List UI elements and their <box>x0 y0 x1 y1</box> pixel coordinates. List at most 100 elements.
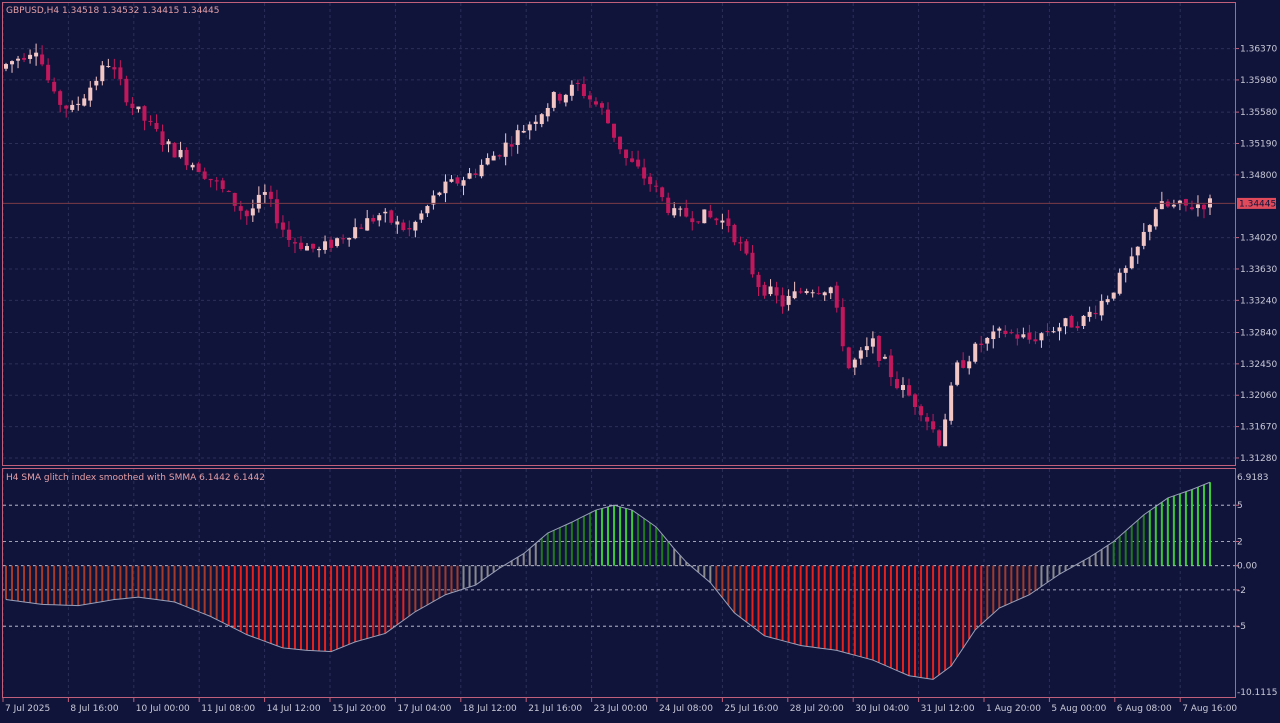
candle-body <box>527 124 532 131</box>
candle <box>732 223 737 246</box>
candle <box>1051 326 1056 334</box>
candle-body <box>64 105 69 109</box>
candle <box>636 150 641 169</box>
candle-body <box>256 194 261 209</box>
candle-body <box>1195 204 1200 209</box>
candle <box>52 77 57 94</box>
candle-body <box>10 61 15 65</box>
candle-body <box>738 242 743 244</box>
time-tick-label: 5 Aug 00:00 <box>1051 704 1106 714</box>
candle <box>744 239 749 256</box>
candle <box>1171 199 1176 209</box>
price-tick-label: 1.33240 <box>1240 296 1277 306</box>
indicator-outline <box>5 481 1211 680</box>
candle <box>973 342 978 364</box>
candle <box>756 271 761 296</box>
candle <box>94 76 99 91</box>
candle <box>461 176 466 196</box>
candle <box>533 115 538 131</box>
time-tick-label: 7 Jul 2025 <box>5 704 50 714</box>
candle <box>1021 327 1026 339</box>
candle-body <box>876 336 881 361</box>
candle-body <box>569 84 574 96</box>
candle <box>407 220 412 237</box>
indicator-tick-label: -2 <box>1237 586 1246 596</box>
candle <box>40 45 45 67</box>
candle <box>280 215 285 238</box>
candle <box>1123 265 1128 283</box>
candle <box>606 102 610 124</box>
candle-body <box>690 218 695 223</box>
candle <box>431 190 436 210</box>
candle-body <box>118 67 123 80</box>
candle-body <box>1111 292 1116 299</box>
price-tick-label: 1.36370 <box>1240 45 1277 55</box>
candle-body <box>636 159 641 167</box>
candle <box>178 141 183 159</box>
candle <box>1189 200 1194 211</box>
histogram-layer <box>5 481 1211 680</box>
candle-body <box>383 211 388 214</box>
candle-body <box>244 210 249 217</box>
candle-body <box>792 291 797 299</box>
candle-body <box>907 385 911 396</box>
candle-body <box>377 215 382 221</box>
candle <box>786 289 791 311</box>
candle-body <box>762 284 767 296</box>
candle <box>305 242 309 251</box>
time-tick-label: 1 Aug 20:00 <box>986 704 1041 714</box>
price-tick-label: 1.35980 <box>1240 76 1277 86</box>
candle-body <box>1039 333 1044 341</box>
candle <box>274 189 279 229</box>
candle <box>473 168 478 178</box>
candle <box>1009 329 1014 335</box>
candle <box>828 286 833 300</box>
candle-body <box>16 58 21 61</box>
candle <box>1099 294 1104 321</box>
candle <box>202 167 207 180</box>
candle <box>696 221 701 224</box>
indicator-max-label: 6.9183 <box>1237 473 1269 483</box>
candle-body <box>756 274 761 288</box>
time-tick-label: 30 Jul 04:00 <box>855 704 909 714</box>
candle <box>894 371 899 390</box>
candle-body <box>1129 256 1134 269</box>
candle <box>1177 199 1182 211</box>
candle-body <box>852 359 857 368</box>
candle-body <box>250 208 255 216</box>
candle <box>1075 321 1080 331</box>
candle <box>82 94 87 107</box>
candle <box>1201 203 1206 219</box>
indicator-axis: 5 2 0.00 -2 -5 <box>1235 501 1257 632</box>
candle-body <box>1081 315 1086 326</box>
price-tick-label: 1.32450 <box>1240 360 1277 370</box>
candle <box>919 404 924 422</box>
candle-body <box>347 237 352 240</box>
time-tick-label: 6 Aug 08:00 <box>1117 704 1172 714</box>
price-tick-label: 1.35580 <box>1240 108 1277 118</box>
candle-body <box>238 206 243 211</box>
candle-body <box>720 220 725 223</box>
candle <box>690 211 695 231</box>
candle <box>353 218 358 240</box>
candle-body <box>1208 198 1212 208</box>
candle <box>172 142 177 158</box>
price-tick-label: 1.31280 <box>1240 454 1277 464</box>
candle-body <box>1123 268 1128 273</box>
candle-body <box>467 173 472 179</box>
candle <box>262 184 267 204</box>
candle <box>768 279 773 297</box>
candle <box>311 243 316 253</box>
candle <box>491 151 496 161</box>
candle <box>1141 223 1146 250</box>
candle-body <box>587 95 592 100</box>
time-tick-label: 7 Aug 16:00 <box>1182 704 1237 714</box>
candle-body <box>750 252 755 275</box>
candle <box>419 210 424 223</box>
candle-body <box>642 167 647 179</box>
candle-body <box>967 361 972 369</box>
candle-body <box>858 350 863 359</box>
